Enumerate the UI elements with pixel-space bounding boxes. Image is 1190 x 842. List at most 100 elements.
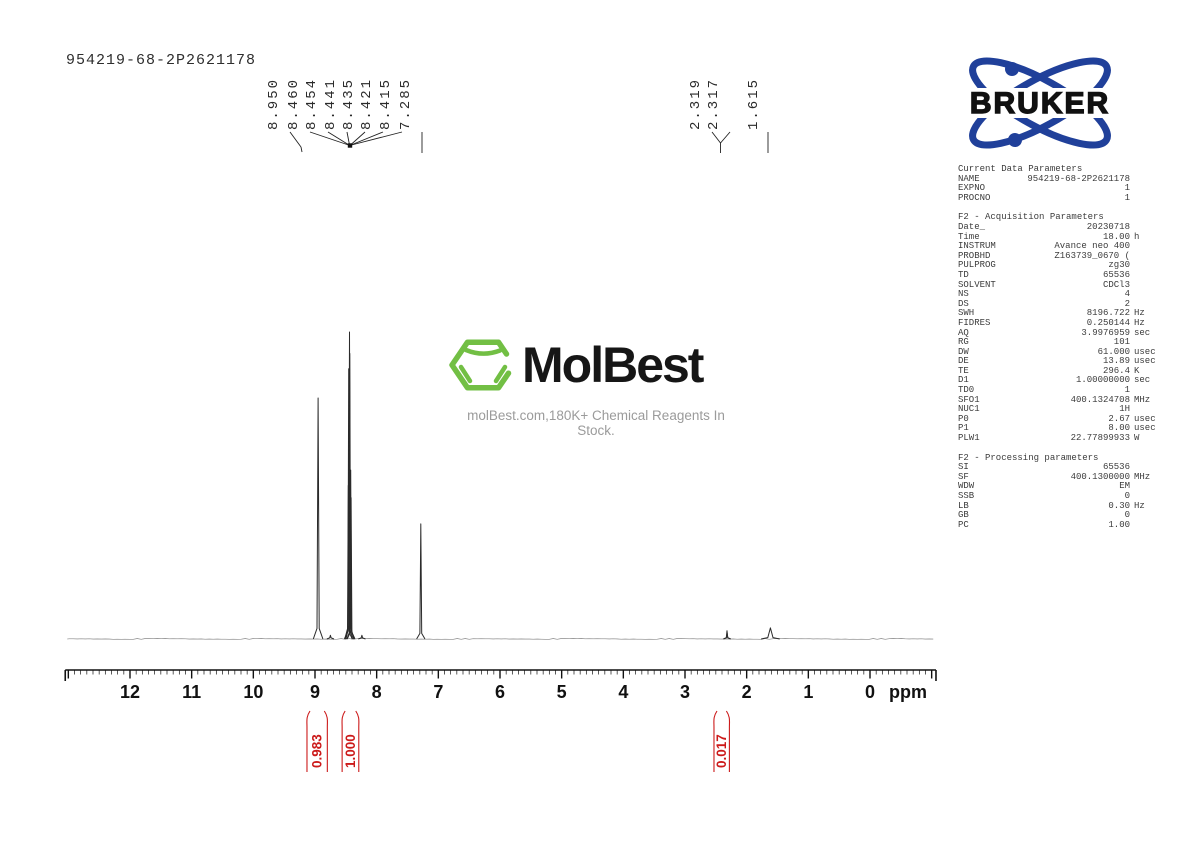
param-label: TE — [958, 365, 969, 376]
param-value: 296.4 — [1102, 365, 1130, 376]
param-label: P0 — [958, 413, 969, 424]
param-row: EXPNO 1 — [958, 184, 1190, 194]
molbest-hexagon-icon — [449, 339, 512, 391]
param-value: 65536 — [1102, 269, 1130, 280]
param-row: PULPROG zg30 — [958, 261, 1190, 271]
parameter-section: F2 - Processing parameters SI 65536 SF 400.1… — [958, 453, 1190, 531]
param-value: 1 — [1124, 183, 1130, 194]
label-connector — [289, 131, 302, 148]
axis-tick-label: 2 — [742, 682, 752, 702]
param-unit: Hz — [1134, 500, 1145, 511]
label-connector — [711, 131, 721, 144]
axis-tick-label: 9 — [310, 682, 320, 702]
integral-value: 1.000 — [343, 734, 358, 768]
bruker-atom-icon — [969, 57, 1111, 149]
param-row: SOLVENT CDCl3 — [958, 279, 1190, 291]
param-label: NAME — [958, 173, 980, 184]
param-label: FIDRES — [958, 317, 991, 328]
param-row: INSTRUM Avance neo 400 — [958, 242, 1190, 252]
parameter-section-title: Current Data Parameters — [958, 164, 1083, 174]
param-row: D1 1.00000000 sec — [958, 376, 1190, 386]
axis-tick-label: 3 — [680, 682, 690, 702]
param-unit: usec — [1134, 346, 1156, 357]
param-label: SOLVENT — [958, 279, 996, 290]
param-row: TD0 1 — [958, 385, 1190, 396]
param-label: SF — [958, 471, 969, 482]
param-unit: sec — [1134, 375, 1151, 386]
param-row: PLW1 22.77899933 W — [958, 433, 1190, 444]
param-row: P0 2.67 usec — [958, 413, 1190, 425]
param-label: WDW — [958, 481, 975, 492]
param-value: 400.1300000 — [1070, 471, 1130, 482]
param-row: LB 0.30 Hz — [958, 500, 1190, 512]
peak — [312, 397, 324, 640]
param-value: 0 — [1124, 491, 1130, 501]
param-value: 400.1324708 — [1070, 394, 1130, 405]
param-value: 2.67 — [1108, 413, 1130, 424]
param-row: PROBHD Z163739_0670 ( — [958, 251, 1190, 262]
param-unit: usec — [1134, 413, 1156, 424]
param-label: LB — [958, 500, 969, 511]
param-label: NS — [958, 289, 969, 300]
axis-tick-label: 8 — [372, 682, 382, 702]
param-value: 18.00 — [1102, 231, 1130, 242]
param-label: PLW1 — [958, 433, 980, 444]
param-label: Date_ — [958, 221, 986, 232]
param-row: RG 101 — [958, 337, 1190, 348]
label-connector — [351, 131, 403, 146]
param-value: 65536 — [1102, 462, 1130, 473]
param-value: 1 — [1124, 385, 1130, 396]
param-value: 22.77899933 — [1070, 433, 1130, 444]
axis-tick-label: 4 — [618, 682, 628, 702]
label-connector — [309, 131, 349, 146]
peak — [760, 627, 780, 640]
param-label: DE — [958, 356, 969, 367]
param-row: SSB 0 — [958, 491, 1190, 502]
param-label: PC — [958, 519, 969, 530]
param-label: DS — [958, 298, 969, 309]
param-unit: usec — [1134, 423, 1156, 434]
param-row: FIDRES 0.250144 Hz — [958, 317, 1190, 329]
param-value: CDCl3 — [1102, 279, 1130, 290]
parameter-section: Current Data Parameters NAME 954219-68-2P2… — [958, 164, 1190, 204]
param-label: DW — [958, 346, 969, 357]
param-value: 4 — [1124, 289, 1130, 300]
integral-bracket — [355, 710, 360, 772]
axis-tick-label: 5 — [557, 682, 567, 702]
label-connector — [350, 131, 384, 146]
param-label: RG — [958, 337, 969, 348]
molbest-tagline: molBest.com,180K+ Chemical Reagents In S… — [467, 408, 725, 438]
param-unit: sec — [1134, 327, 1151, 338]
param-row: WDW EM — [958, 482, 1190, 492]
param-row: Time 18.00 h — [958, 231, 1190, 243]
peak — [358, 634, 366, 640]
param-value: 101 — [1113, 337, 1130, 348]
integral-bracket — [341, 710, 346, 772]
baseline-trace — [67, 638, 934, 640]
param-unit: Hz — [1134, 317, 1145, 328]
param-value: 8196.722 — [1086, 308, 1130, 319]
param-row: DE 13.89 usec — [958, 357, 1190, 367]
param-label: TD — [958, 269, 969, 280]
axis-tick-label: 7 — [433, 682, 443, 702]
param-label: AQ — [958, 327, 969, 338]
label-connector — [327, 131, 350, 146]
param-row: SWH 8196.722 Hz — [958, 309, 1190, 319]
param-row: PROCNO 1 — [958, 193, 1190, 204]
param-label: SFO1 — [958, 394, 980, 405]
integral-bracket — [713, 710, 718, 772]
param-value: 1.00 — [1108, 519, 1130, 530]
label-connector — [346, 131, 350, 146]
param-row: GB 0 — [958, 511, 1190, 521]
peak — [723, 632, 731, 640]
param-row: SF 400.1300000 MHz — [958, 471, 1190, 483]
molbest-wordmark: MolBest — [522, 337, 704, 393]
param-label: Time — [958, 231, 980, 242]
param-row: SFO1 400.1324708 MHz — [958, 394, 1190, 406]
param-value: 1.00000000 — [1075, 375, 1130, 386]
param-value: 1H — [1119, 404, 1130, 415]
param-label: SSB — [958, 491, 975, 501]
param-row: TD 65536 — [958, 269, 1190, 281]
